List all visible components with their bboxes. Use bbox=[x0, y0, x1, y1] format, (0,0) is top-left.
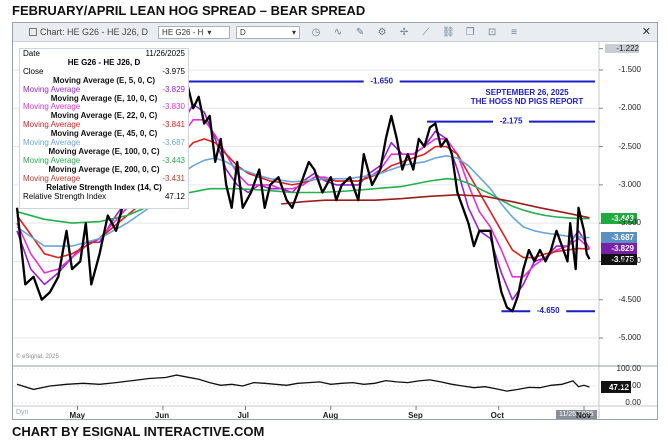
chart-label: Chart: HE G26 - HE J26, D bbox=[40, 27, 149, 37]
chevron-down-icon: ▾ bbox=[207, 27, 212, 37]
month-label: Sep bbox=[408, 411, 423, 420]
ma-row: Moving Average -3.830 bbox=[23, 103, 185, 112]
trend-icon[interactable]: ⟋ bbox=[422, 26, 430, 38]
draw-line-icon[interactable]: ∿ bbox=[333, 26, 343, 38]
symbol-value: HE G26 - H bbox=[162, 27, 204, 37]
symbol-line: HE G26 - HE J26, D bbox=[67, 57, 141, 67]
close-label: Close bbox=[23, 66, 44, 76]
rsi-line bbox=[16, 374, 590, 392]
month-label: Aug bbox=[322, 411, 339, 420]
studies-icon[interactable]: ⚙ bbox=[377, 26, 387, 38]
ma-value: -3.431 bbox=[162, 173, 185, 183]
rsi-label: Relative Strength Index bbox=[23, 191, 107, 201]
settings-icon[interactable]: ≡ bbox=[511, 26, 517, 38]
ma-title: Moving Average (E, 10, 0, C) bbox=[50, 93, 158, 103]
rsi-title: Relative Strength Index (14, C) bbox=[46, 182, 162, 192]
level-label-bg bbox=[493, 115, 530, 126]
ma-value: -3.829 bbox=[162, 84, 185, 94]
price-axis-label: -1.222 bbox=[605, 43, 639, 53]
rsi-axis-label: 0.00 bbox=[625, 398, 641, 407]
annotation-date: SEPTEMBER 26, 2025 bbox=[485, 88, 569, 97]
crosshair-icon[interactable]: ✢ bbox=[399, 26, 409, 38]
price-chart[interactable]: -1.650 -2.175 -4.650 47.12 bbox=[13, 23, 658, 420]
price-axis-label: -1.500 bbox=[618, 64, 641, 74]
month-label: Oct bbox=[490, 411, 504, 420]
chart-toolbar: Chart: HE G26 - HE J26, D HE G26 - H ▾ D… bbox=[13, 23, 657, 42]
ma-title: Moving Average (E, 22, 0, C) bbox=[50, 111, 158, 121]
page-title: FEBRUARY/APRIL LEAN HOG SPREAD – BEAR SP… bbox=[12, 3, 366, 18]
value-tag: -3.443 bbox=[601, 213, 637, 225]
link-icon[interactable]: ⛓ bbox=[442, 26, 455, 38]
interval-dropdown[interactable]: D ▾ bbox=[236, 25, 301, 39]
ma-title: Moving Average (E, 5, 0, C) bbox=[52, 75, 156, 85]
ma-label: Moving Average bbox=[23, 84, 81, 94]
rsi-value: 47.12 bbox=[164, 191, 185, 201]
footer-credit: CHART BY ESIGNAL INTERACTIVE.COM bbox=[12, 424, 265, 439]
month-label: Jul bbox=[237, 411, 249, 420]
pen-icon[interactable]: ✎ bbox=[355, 26, 365, 38]
ma-label: Moving Average bbox=[23, 102, 81, 112]
ma-title: Moving Average (E, 200, 0, C) bbox=[48, 164, 160, 174]
ma-value: -3.443 bbox=[162, 155, 185, 165]
ma-row: Moving Average -3.687 bbox=[23, 138, 185, 148]
chart-title-tab[interactable]: Chart: HE G26 - HE J26, D bbox=[29, 27, 148, 37]
close-icon[interactable]: ✕ bbox=[641, 26, 651, 38]
ma-row: Moving Average -3.431 bbox=[23, 173, 185, 184]
ma-row: Moving Average -3.829 bbox=[23, 84, 185, 95]
level-label-bg bbox=[530, 305, 567, 316]
ma-row: Moving Average -3.443 bbox=[23, 155, 185, 166]
toolbar-icons: ◷ ∿ ✎ ⚙ ✢ ⟋ ⛓ ❐ ⊡ ≡ bbox=[310, 27, 520, 38]
month-label: Jun bbox=[154, 411, 170, 420]
clock-icon[interactable]: ◷ bbox=[311, 26, 321, 38]
price-axis-label: -3.000 bbox=[618, 179, 641, 189]
rsi-value-tag bbox=[601, 380, 631, 393]
window-icon bbox=[29, 28, 37, 36]
price-axis-label: -4.500 bbox=[618, 294, 641, 304]
ma-value: -3.841 bbox=[162, 120, 185, 130]
level-label-bg bbox=[363, 75, 400, 86]
ma-label: Moving Average bbox=[23, 138, 81, 148]
ma-label: Moving Average bbox=[23, 173, 81, 183]
ma-title: Moving Average (E, 45, 0, C) bbox=[50, 129, 158, 139]
lock-icon[interactable]: ⊡ bbox=[487, 26, 497, 38]
annotation-report: THE HOGS ND PIGS REPORT bbox=[470, 97, 584, 106]
data-window: Date 11/26/2025 HE G26 - HE J26, D Close -… bbox=[19, 48, 189, 209]
copy-icon[interactable]: ❐ bbox=[465, 26, 475, 38]
watermark: © eSignal, 2025 bbox=[16, 354, 59, 360]
ma-row: Moving Average -3.841 bbox=[23, 120, 185, 130]
chart-window: -1.650 -2.175 -4.650 47.12 Chart: HE G26 -… bbox=[12, 22, 658, 420]
rsi-axis-label: 100.00 bbox=[616, 364, 641, 373]
ma-title: Moving Average (E, 100, 0, C) bbox=[48, 146, 160, 156]
price-axis-label: -2.000 bbox=[618, 103, 641, 113]
series-line bbox=[281, 194, 590, 219]
level-label: -4.650 bbox=[537, 306, 560, 315]
ma-value: -3.687 bbox=[162, 138, 185, 148]
value-tag: -3.975 bbox=[601, 254, 637, 266]
dyn-label: Dyn bbox=[16, 409, 29, 416]
level-label: -1.650 bbox=[370, 76, 393, 85]
close-value: -3.975 bbox=[162, 66, 185, 76]
level-label: -2.175 bbox=[500, 117, 523, 126]
interval-value: D bbox=[240, 27, 246, 37]
value-tag: -3.687 bbox=[601, 231, 637, 243]
value-tag: -3.829 bbox=[601, 242, 637, 254]
price-axis-label: -5.000 bbox=[618, 333, 641, 343]
date-label: Date bbox=[23, 49, 40, 58]
month-label: May bbox=[69, 411, 86, 420]
symbol-dropdown[interactable]: HE G26 - H ▾ bbox=[158, 25, 231, 39]
ma-value: -3.830 bbox=[162, 102, 185, 112]
price-axis-label: -2.500 bbox=[618, 141, 641, 151]
cursor-date-tag: 11/26/2025 bbox=[556, 410, 597, 419]
rsi-value-label: 47.12 bbox=[609, 383, 630, 392]
date-value: 11/26/2025 bbox=[145, 49, 185, 58]
ma-label: Moving Average bbox=[23, 120, 81, 130]
rsi-axis-label: 50.00 bbox=[620, 381, 641, 390]
price-axis-label: -3.500 bbox=[618, 218, 641, 228]
chevron-down-icon: ▾ bbox=[292, 27, 297, 37]
ma-label: Moving Average bbox=[23, 155, 81, 165]
price-axis-label: -4.000 bbox=[618, 256, 641, 266]
month-label: Nov bbox=[575, 411, 592, 420]
